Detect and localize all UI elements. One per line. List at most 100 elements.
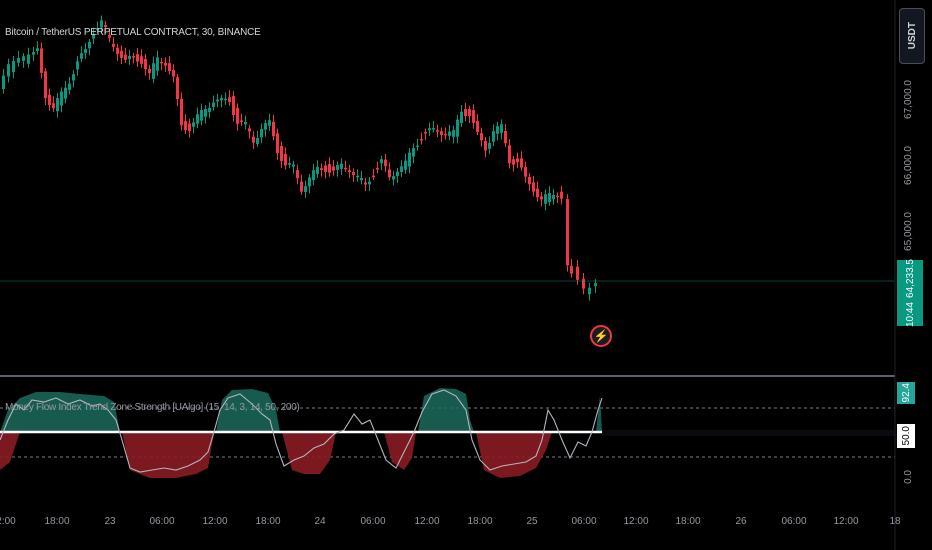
candle-body xyxy=(17,58,20,63)
lightning-bolt-icon[interactable]: ⚡ xyxy=(590,325,612,347)
candle-body xyxy=(332,166,335,171)
candle-body xyxy=(256,137,259,144)
candle-body xyxy=(372,175,375,178)
candle-body xyxy=(84,49,87,54)
candle-body xyxy=(240,120,243,122)
time-label: 18 xyxy=(889,516,901,527)
time-label: 06:00 xyxy=(149,516,175,527)
candle-body xyxy=(40,48,43,73)
candle-body xyxy=(2,75,5,89)
candle-body xyxy=(492,131,495,142)
candle-body xyxy=(384,159,387,167)
candle-body xyxy=(184,121,187,131)
candle-body xyxy=(124,54,127,60)
candle-body xyxy=(452,130,455,137)
time-label: 18:00 xyxy=(255,516,281,527)
candle-body xyxy=(56,98,59,112)
candle-body xyxy=(144,59,147,70)
candle-body xyxy=(424,132,427,134)
candle-body xyxy=(48,94,51,106)
candle-body xyxy=(536,188,539,198)
candle-body xyxy=(566,199,569,266)
candlestick-series xyxy=(2,15,597,301)
time-label: 12:00 xyxy=(623,516,649,527)
mfi-line xyxy=(0,389,603,473)
candle-body xyxy=(232,96,235,115)
candle-body xyxy=(356,175,359,178)
indicator-pane xyxy=(0,388,895,478)
candle-body xyxy=(570,265,573,274)
candle-body xyxy=(284,154,287,166)
candle-body xyxy=(468,109,471,116)
candle-body xyxy=(548,193,551,202)
indicator-value: 92.4 xyxy=(900,383,912,403)
time-label: 25 xyxy=(526,516,538,527)
candle-body xyxy=(416,145,419,148)
time-label: 2:00 xyxy=(0,516,16,527)
candle-body xyxy=(212,102,215,108)
candle-body xyxy=(148,69,151,74)
candle-body xyxy=(464,108,467,116)
candle-body xyxy=(516,158,519,163)
candle-body xyxy=(316,167,319,175)
candle-body xyxy=(7,64,10,77)
currency-label: USDT xyxy=(906,22,918,50)
price-tick-67000: 67,000.0 xyxy=(903,80,914,119)
candle-body xyxy=(220,98,223,101)
candle-body xyxy=(528,176,531,185)
candle-body xyxy=(27,54,30,64)
bear-zone xyxy=(0,432,20,470)
candle-body xyxy=(224,98,227,101)
candle-body xyxy=(100,20,103,28)
candle-body xyxy=(368,181,371,185)
time-label: 26 xyxy=(735,516,747,527)
candle-body xyxy=(72,74,75,81)
candle-body xyxy=(556,195,559,198)
candle-body xyxy=(260,129,263,138)
time-label: 18:00 xyxy=(467,516,493,527)
candle-body xyxy=(92,33,95,39)
candle-body xyxy=(340,163,343,169)
candle-body xyxy=(208,107,211,112)
candle-body xyxy=(594,283,597,287)
last-price-badge: 64,233.5 10:44 xyxy=(897,259,923,327)
candle-body xyxy=(296,170,299,179)
candle-body xyxy=(560,191,563,199)
candle-body xyxy=(400,166,403,172)
indicator-mid-badge: 50.0 xyxy=(897,424,915,448)
candle-body xyxy=(408,152,411,167)
bull-zone xyxy=(216,389,280,432)
currency-button[interactable]: USDT xyxy=(899,8,925,64)
candle-body xyxy=(488,142,491,149)
candle-body xyxy=(104,25,107,28)
candle-body xyxy=(12,61,15,72)
candle-body xyxy=(268,120,271,126)
candle-body xyxy=(432,128,435,130)
price-tick-66000: 66,000.0 xyxy=(903,146,914,185)
candle-body xyxy=(508,145,511,164)
indicator-value-badge: 92.4 xyxy=(897,382,915,404)
candle-body xyxy=(68,83,71,90)
candle-body xyxy=(88,42,91,49)
candle-body xyxy=(164,62,167,66)
candle-body xyxy=(32,52,35,55)
indicator-title[interactable]: Money Flow Index Trend Zone Strength [UA… xyxy=(5,402,300,413)
candle-body xyxy=(324,165,327,172)
candle-body xyxy=(228,97,231,102)
symbol-title[interactable]: Bitcoin / TetherUS PERPETUAL CONTRACT, 3… xyxy=(5,27,261,38)
candle-body xyxy=(540,196,543,200)
candle-body xyxy=(272,121,275,137)
candle-body xyxy=(168,63,171,72)
candle-body xyxy=(128,56,131,60)
time-label: 12:00 xyxy=(414,516,440,527)
candle-body xyxy=(216,99,219,102)
candle-body xyxy=(412,148,415,157)
last-price-value: 64,233.5 xyxy=(904,259,916,298)
candle-body xyxy=(480,133,483,141)
candle-body xyxy=(288,163,291,165)
candle-body xyxy=(156,57,159,71)
candle-body xyxy=(244,122,247,125)
candle-body xyxy=(392,176,395,180)
candle-body xyxy=(44,71,47,99)
